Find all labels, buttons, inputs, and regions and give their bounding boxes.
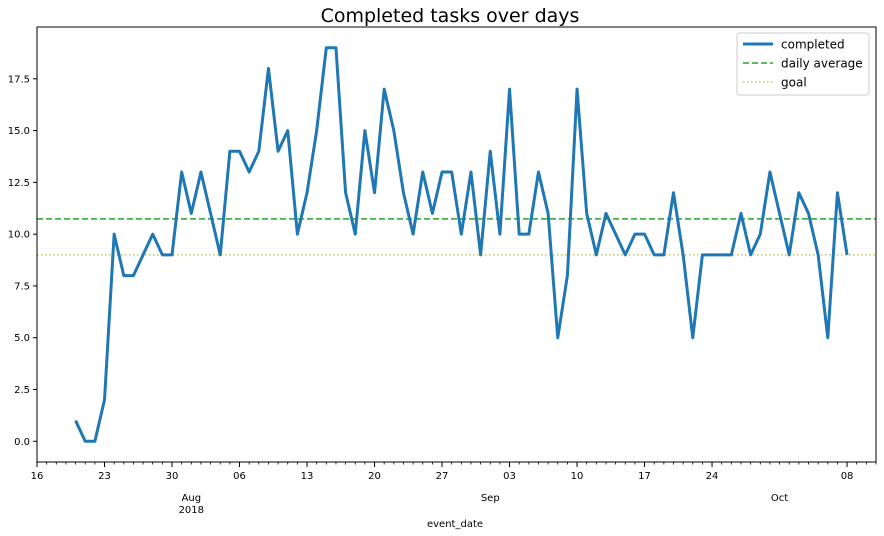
x-tick-label: 13 — [301, 471, 314, 482]
x-tick-label: 30 — [166, 471, 179, 482]
legend-label-daily-average: daily average — [781, 57, 863, 71]
x-tick-label: 06 — [233, 471, 246, 482]
y-tick-label: 15.0 — [8, 126, 30, 137]
x-tick-label: 27 — [436, 471, 449, 482]
plot-area — [36, 26, 877, 463]
legend-label-completed: completed — [781, 38, 845, 52]
y-tick-label: 7.5 — [14, 281, 30, 292]
y-tick-label: 2.5 — [14, 385, 30, 396]
x-axis-title: event_date — [427, 519, 483, 530]
y-tick-label: 10.0 — [8, 230, 30, 241]
x-tick-label: 24 — [706, 471, 719, 482]
x-tick-label: 23 — [98, 471, 111, 482]
y-tick-label: 5.0 — [14, 333, 30, 344]
x-tick-label: 08 — [841, 471, 854, 482]
x-tick-label: 03 — [503, 471, 516, 482]
x-tick-label: 10 — [571, 471, 584, 482]
y-axis: 0.0 2.5 5.0 7.5 10.0 12.5 15.0 17.5 — [8, 74, 37, 448]
y-tick-label: 0.0 — [14, 437, 30, 448]
legend: completed daily average goal — [736, 32, 870, 96]
y-tick-label: 17.5 — [8, 74, 30, 85]
x-tick-label: 20 — [368, 471, 381, 482]
x-month-label: Aug — [182, 493, 202, 504]
y-tick-label: 12.5 — [8, 178, 30, 189]
x-year-label: 2018 — [179, 505, 204, 516]
legend-box — [736, 32, 870, 96]
legend-label-goal: goal — [781, 76, 807, 90]
series-line-completed — [74, 46, 849, 443]
x-month-label: Sep — [481, 493, 500, 504]
plot-frame — [36, 26, 877, 463]
chart-title: Completed tasks over days — [321, 5, 580, 27]
x-tick-label: 16 — [31, 471, 44, 482]
x-tick-label: 17 — [638, 471, 651, 482]
x-month-label: Oct — [771, 493, 788, 504]
